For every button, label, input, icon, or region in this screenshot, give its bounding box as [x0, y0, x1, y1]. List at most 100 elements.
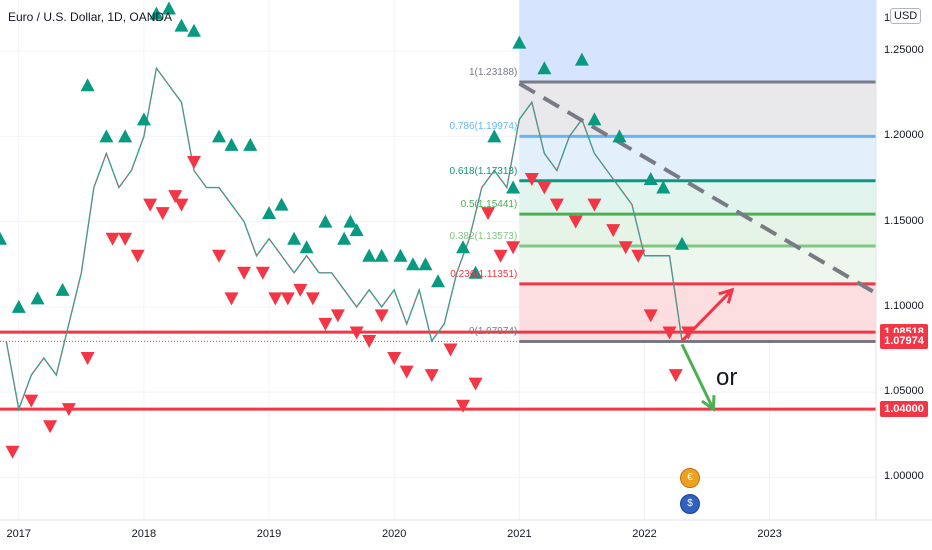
fib-level-label: 0(1.07974)	[468, 326, 518, 338]
signal-down-marker	[293, 283, 308, 297]
signal-down-marker	[255, 266, 270, 280]
signal-up-marker	[186, 23, 201, 37]
signal-up-marker	[274, 197, 289, 211]
signal-down-marker	[537, 181, 552, 195]
signal-up-marker	[337, 231, 352, 245]
signal-down-marker	[631, 249, 646, 263]
signal-up-marker	[0, 231, 7, 245]
signal-up-marker	[643, 172, 658, 186]
us-event-icon[interactable]: $	[680, 494, 700, 514]
signal-down-marker	[424, 369, 439, 383]
signal-up-marker	[405, 257, 420, 271]
signal-up-marker	[675, 236, 690, 250]
time-axis-label: 2023	[757, 528, 782, 540]
time-axis-label: 2019	[256, 528, 282, 540]
signal-up-marker	[262, 206, 277, 220]
fib-level-label: 1(1.23188)	[468, 67, 518, 79]
signal-up-marker	[11, 299, 26, 313]
fib-level-label: 0.786(1.19974)	[449, 121, 518, 133]
signal-down-marker	[318, 317, 333, 331]
arrow-down-head	[701, 395, 716, 412]
signal-up-marker	[174, 18, 189, 32]
signal-up-marker	[149, 6, 164, 20]
signal-up-marker	[161, 1, 176, 15]
signal-down-marker	[456, 399, 471, 413]
signal-down-marker	[587, 198, 602, 212]
signal-down-marker	[374, 309, 389, 323]
signal-down-marker	[174, 198, 189, 212]
signal-down-marker	[618, 241, 633, 255]
arrow-down	[680, 343, 715, 410]
signal-up-marker	[393, 248, 408, 262]
signal-down-marker	[349, 326, 364, 340]
price-axis-label: 1.25000	[884, 44, 924, 57]
price-tag: 1.07974	[880, 333, 928, 350]
signal-down-marker	[568, 215, 583, 229]
signal-down-marker	[305, 292, 320, 306]
signal-down-marker	[5, 445, 20, 459]
fib-level-label: 0.5(1.15441)	[460, 199, 518, 211]
signal-up-marker	[343, 214, 358, 228]
signal-up-marker	[374, 248, 389, 262]
signal-up-marker	[99, 129, 114, 143]
time-axis-label: 2021	[507, 528, 532, 540]
signal-down-marker	[643, 309, 658, 323]
fib-band	[519, 82, 876, 137]
signal-up-marker	[30, 291, 45, 305]
signal-up-marker	[224, 137, 239, 151]
signal-down-marker	[186, 155, 201, 169]
signal-down-marker	[280, 292, 295, 306]
price-axis-label: 1	[884, 12, 891, 24]
price-axis-label: 1.05000	[884, 385, 924, 398]
signal-down-marker	[130, 249, 145, 263]
signal-up-marker	[612, 129, 627, 143]
annotation-text: or	[716, 364, 738, 391]
signal-down-marker	[268, 292, 283, 306]
signal-up-marker	[506, 180, 521, 194]
signal-down-marker	[24, 394, 39, 408]
signal-down-marker	[443, 343, 458, 357]
fib-level-label: 0.236(1.11351)	[450, 268, 518, 280]
signal-down-marker	[224, 292, 239, 306]
signal-down-marker	[80, 352, 95, 366]
price-tag: 1.04000	[880, 401, 928, 418]
signal-up-marker	[537, 61, 552, 75]
price-axis-label: 1.10000	[884, 299, 924, 312]
price-line	[5, 66, 683, 412]
signal-up-marker	[299, 240, 314, 254]
fib-band	[519, 246, 876, 284]
price-axis-label: 1.20000	[884, 129, 924, 142]
time-axis-label: 2022	[632, 528, 657, 540]
signal-up-marker	[656, 180, 671, 194]
signal-down-marker	[399, 365, 414, 379]
signal-up-marker	[55, 282, 70, 296]
signal-up-marker	[418, 257, 433, 271]
signal-up-marker	[574, 52, 589, 66]
trendline	[518, 81, 878, 295]
signal-down-marker	[481, 207, 496, 221]
signal-up-marker	[512, 35, 527, 49]
time-axis-label: 2017	[6, 528, 32, 540]
signal-up-marker	[431, 274, 445, 288]
signal-up-marker	[287, 231, 302, 245]
signal-down-marker	[330, 309, 345, 323]
signal-down-marker	[662, 326, 677, 340]
price-axis-label: 1.00000	[884, 470, 924, 483]
chart-title: Euro / U.S. Dollar, 1D, OANDA	[8, 10, 173, 24]
signal-up-marker	[118, 129, 133, 143]
signal-down-marker	[212, 249, 226, 263]
signal-down-marker	[387, 352, 402, 366]
time-axis-label: 2018	[131, 528, 157, 540]
signal-down-marker	[61, 403, 76, 417]
signal-up-marker	[349, 223, 364, 237]
projection-zone	[519, 0, 876, 83]
arrow-up-head	[718, 287, 735, 304]
signal-up-marker	[456, 240, 471, 254]
eu-event-icon[interactable]: €	[680, 468, 700, 488]
signal-down-marker	[549, 198, 564, 212]
fib-level-label: 0.382(1.13573)	[449, 231, 518, 243]
signal-down-marker	[237, 266, 252, 280]
signal-down-marker	[168, 190, 183, 204]
currency-button[interactable]: USD	[890, 8, 922, 24]
